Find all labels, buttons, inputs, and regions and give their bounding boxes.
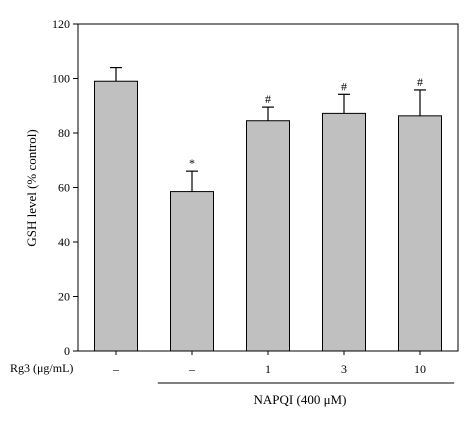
significance-mark: * — [189, 156, 195, 170]
bar — [322, 112, 366, 352]
y-tick-label: 60 — [58, 181, 70, 195]
y-axis-label: GSH level (% control) — [24, 129, 39, 246]
y-tick-label: 80 — [58, 126, 70, 140]
bar — [246, 120, 290, 352]
y-tick-label: 40 — [58, 235, 70, 249]
y-tick-label: 100 — [52, 72, 70, 86]
x-tick-label: 1 — [265, 362, 271, 376]
napqi-group-label: NAPQI (400 μM) — [254, 392, 347, 407]
x-tick-label: 10 — [414, 362, 426, 376]
plot-area: 0 20 40 60 80 100 120 – – * 1 #3 #10 # — [52, 17, 459, 384]
bar — [170, 191, 214, 352]
significance-mark: # — [341, 79, 347, 93]
rg3-row-label: Rg3 (μg/mL) — [10, 361, 73, 375]
significance-mark: # — [265, 92, 271, 106]
y-tick-label: 20 — [58, 290, 70, 304]
y-tick-label: 120 — [52, 17, 70, 31]
x-tick-label: – — [188, 362, 196, 376]
y-tick-label: 0 — [64, 344, 70, 358]
x-tick-label: 3 — [341, 362, 347, 376]
x-tick-label: – — [112, 362, 120, 376]
bar — [398, 115, 442, 352]
bar — [94, 80, 138, 352]
significance-mark: # — [417, 75, 423, 89]
